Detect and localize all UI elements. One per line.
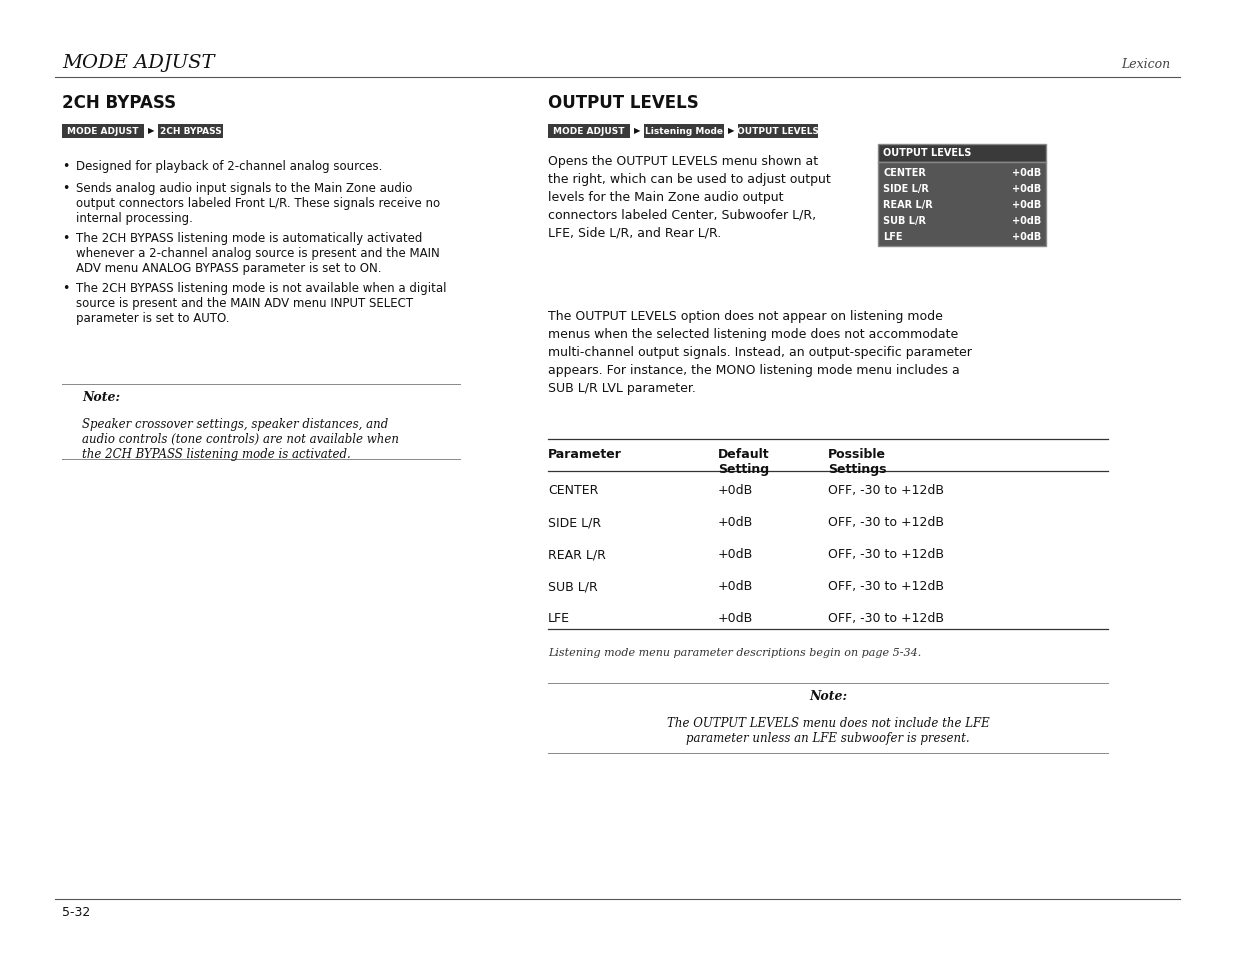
Text: +0dB: +0dB	[1011, 215, 1041, 226]
Text: Opens the OUTPUT LEVELS menu shown at
the right, which can be used to adjust out: Opens the OUTPUT LEVELS menu shown at th…	[548, 154, 831, 240]
Text: +0dB: +0dB	[1011, 168, 1041, 178]
Text: +0dB: +0dB	[718, 483, 753, 497]
Text: Possible
Settings: Possible Settings	[827, 448, 887, 476]
Text: •: •	[62, 160, 69, 172]
Text: OFF, -30 to +12dB: OFF, -30 to +12dB	[827, 579, 944, 593]
FancyBboxPatch shape	[62, 125, 144, 139]
Text: SUB L/R: SUB L/R	[883, 215, 926, 226]
Text: 5-32: 5-32	[62, 905, 90, 918]
Text: +0dB: +0dB	[718, 547, 753, 560]
Text: REAR L/R: REAR L/R	[883, 200, 932, 210]
Text: Listening mode menu parameter descriptions begin on page 5-34.: Listening mode menu parameter descriptio…	[548, 647, 921, 658]
Text: ▶: ▶	[634, 127, 641, 135]
Text: OUTPUT LEVELS: OUTPUT LEVELS	[737, 127, 819, 135]
Text: SIDE L/R: SIDE L/R	[548, 516, 601, 529]
Text: REAR L/R: REAR L/R	[548, 547, 606, 560]
FancyBboxPatch shape	[158, 125, 224, 139]
Text: +0dB: +0dB	[718, 612, 753, 624]
Text: •: •	[62, 182, 69, 194]
Text: +0dB: +0dB	[718, 516, 753, 529]
Text: OFF, -30 to +12dB: OFF, -30 to +12dB	[827, 612, 944, 624]
Text: +0dB: +0dB	[1011, 184, 1041, 193]
Text: Parameter: Parameter	[548, 448, 622, 460]
Text: The OUTPUT LEVELS option does not appear on listening mode
menus when the select: The OUTPUT LEVELS option does not appear…	[548, 310, 972, 395]
Text: +0dB: +0dB	[718, 579, 753, 593]
Text: OUTPUT LEVELS: OUTPUT LEVELS	[883, 148, 972, 158]
Text: Speaker crossover settings, speaker distances, and
audio controls (tone controls: Speaker crossover settings, speaker dist…	[82, 417, 399, 460]
Text: Default
Setting: Default Setting	[718, 448, 769, 476]
Text: OFF, -30 to +12dB: OFF, -30 to +12dB	[827, 483, 944, 497]
FancyBboxPatch shape	[739, 125, 818, 139]
Text: +0dB: +0dB	[1011, 232, 1041, 242]
Text: MODE ADJUST: MODE ADJUST	[62, 54, 215, 71]
FancyBboxPatch shape	[548, 125, 630, 139]
Text: LFE: LFE	[883, 232, 903, 242]
Text: Designed for playback of 2-channel analog sources.: Designed for playback of 2-channel analo…	[77, 160, 383, 172]
Text: Sends analog audio input signals to the Main Zone audio
output connectors labele: Sends analog audio input signals to the …	[77, 182, 440, 225]
Text: MODE ADJUST: MODE ADJUST	[67, 127, 138, 135]
Text: The OUTPUT LEVELS menu does not include the LFE
parameter unless an LFE subwoofe: The OUTPUT LEVELS menu does not include …	[667, 717, 989, 744]
Text: •: •	[62, 232, 69, 245]
FancyBboxPatch shape	[878, 145, 1046, 163]
Text: •: •	[62, 282, 69, 294]
Text: OFF, -30 to +12dB: OFF, -30 to +12dB	[827, 516, 944, 529]
Text: Listening Mode: Listening Mode	[645, 127, 722, 135]
Text: Lexicon: Lexicon	[1121, 58, 1170, 71]
Text: MODE ADJUST: MODE ADJUST	[553, 127, 625, 135]
FancyBboxPatch shape	[643, 125, 724, 139]
Text: ▶: ▶	[727, 127, 735, 135]
Text: The 2CH BYPASS listening mode is not available when a digital
source is present : The 2CH BYPASS listening mode is not ava…	[77, 282, 447, 325]
Text: LFE: LFE	[548, 612, 571, 624]
Text: Note:: Note:	[809, 689, 847, 702]
Text: 2CH BYPASS: 2CH BYPASS	[62, 94, 177, 112]
Text: 2CH BYPASS: 2CH BYPASS	[159, 127, 221, 135]
FancyBboxPatch shape	[878, 163, 1046, 247]
Text: CENTER: CENTER	[548, 483, 599, 497]
Text: +0dB: +0dB	[1011, 200, 1041, 210]
Text: CENTER: CENTER	[883, 168, 926, 178]
Text: Note:: Note:	[82, 391, 120, 403]
Text: SUB L/R: SUB L/R	[548, 579, 598, 593]
Text: OFF, -30 to +12dB: OFF, -30 to +12dB	[827, 547, 944, 560]
Text: SIDE L/R: SIDE L/R	[883, 184, 929, 193]
Text: The 2CH BYPASS listening mode is automatically activated
whenever a 2-channel an: The 2CH BYPASS listening mode is automat…	[77, 232, 440, 274]
Text: OUTPUT LEVELS: OUTPUT LEVELS	[548, 94, 699, 112]
Text: ▶: ▶	[148, 127, 154, 135]
